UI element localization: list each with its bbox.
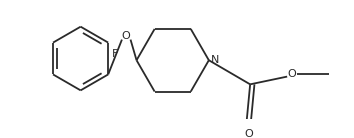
Text: O: O xyxy=(287,69,296,79)
Text: F: F xyxy=(112,50,118,59)
Text: N: N xyxy=(211,55,219,65)
Text: O: O xyxy=(122,31,131,41)
Text: O: O xyxy=(244,129,253,138)
